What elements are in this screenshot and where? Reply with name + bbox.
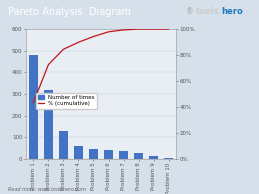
Text: tools: tools — [196, 7, 219, 16]
Bar — [119, 151, 128, 159]
Text: Pareto Analysis  Diagram: Pareto Analysis Diagram — [8, 7, 131, 17]
Bar — [59, 131, 68, 159]
Legend: Number of times, % (cumulative): Number of times, % (cumulative) — [36, 93, 97, 109]
Bar — [44, 90, 53, 159]
Bar — [134, 153, 143, 159]
Bar — [29, 55, 38, 159]
Bar — [74, 146, 83, 159]
Text: ®: ® — [186, 7, 196, 16]
Bar — [164, 158, 173, 159]
Bar — [104, 150, 113, 159]
Bar — [149, 157, 158, 159]
Text: hero: hero — [221, 7, 243, 16]
Text: Read more: www.toolshero.com: Read more: www.toolshero.com — [8, 187, 86, 192]
Bar — [89, 149, 98, 159]
